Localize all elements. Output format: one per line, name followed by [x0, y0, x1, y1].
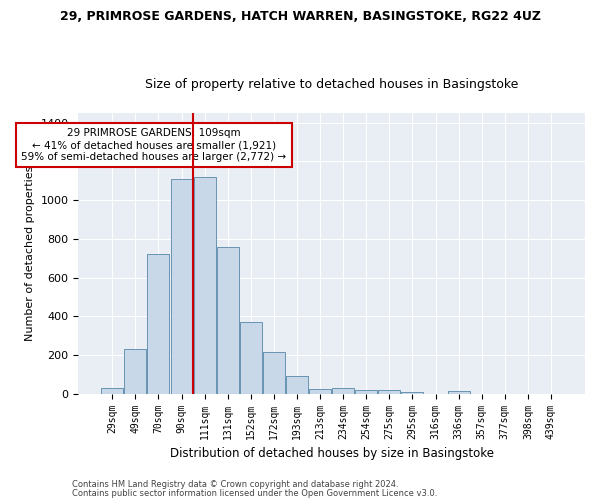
Bar — [194, 177, 215, 394]
Bar — [124, 349, 146, 394]
Bar — [401, 392, 424, 394]
Text: Contains HM Land Registry data © Crown copyright and database right 2024.: Contains HM Land Registry data © Crown c… — [72, 480, 398, 489]
Bar — [170, 179, 193, 394]
Bar — [448, 391, 470, 394]
Bar — [217, 246, 239, 394]
Text: 29 PRIMROSE GARDENS: 109sqm
← 41% of detached houses are smaller (1,921)
59% of : 29 PRIMROSE GARDENS: 109sqm ← 41% of det… — [21, 128, 286, 162]
Y-axis label: Number of detached properties: Number of detached properties — [25, 166, 35, 341]
Text: 29, PRIMROSE GARDENS, HATCH WARREN, BASINGSTOKE, RG22 4UZ: 29, PRIMROSE GARDENS, HATCH WARREN, BASI… — [59, 10, 541, 23]
Bar — [148, 254, 169, 394]
X-axis label: Distribution of detached houses by size in Basingstoke: Distribution of detached houses by size … — [170, 447, 494, 460]
Title: Size of property relative to detached houses in Basingstoke: Size of property relative to detached ho… — [145, 78, 518, 91]
Bar — [240, 322, 262, 394]
Bar — [263, 352, 285, 394]
Bar — [309, 389, 331, 394]
Text: Contains public sector information licensed under the Open Government Licence v3: Contains public sector information licen… — [72, 488, 437, 498]
Bar — [286, 376, 308, 394]
Bar — [379, 390, 400, 394]
Bar — [332, 388, 354, 394]
Bar — [355, 390, 377, 394]
Bar — [101, 388, 123, 394]
